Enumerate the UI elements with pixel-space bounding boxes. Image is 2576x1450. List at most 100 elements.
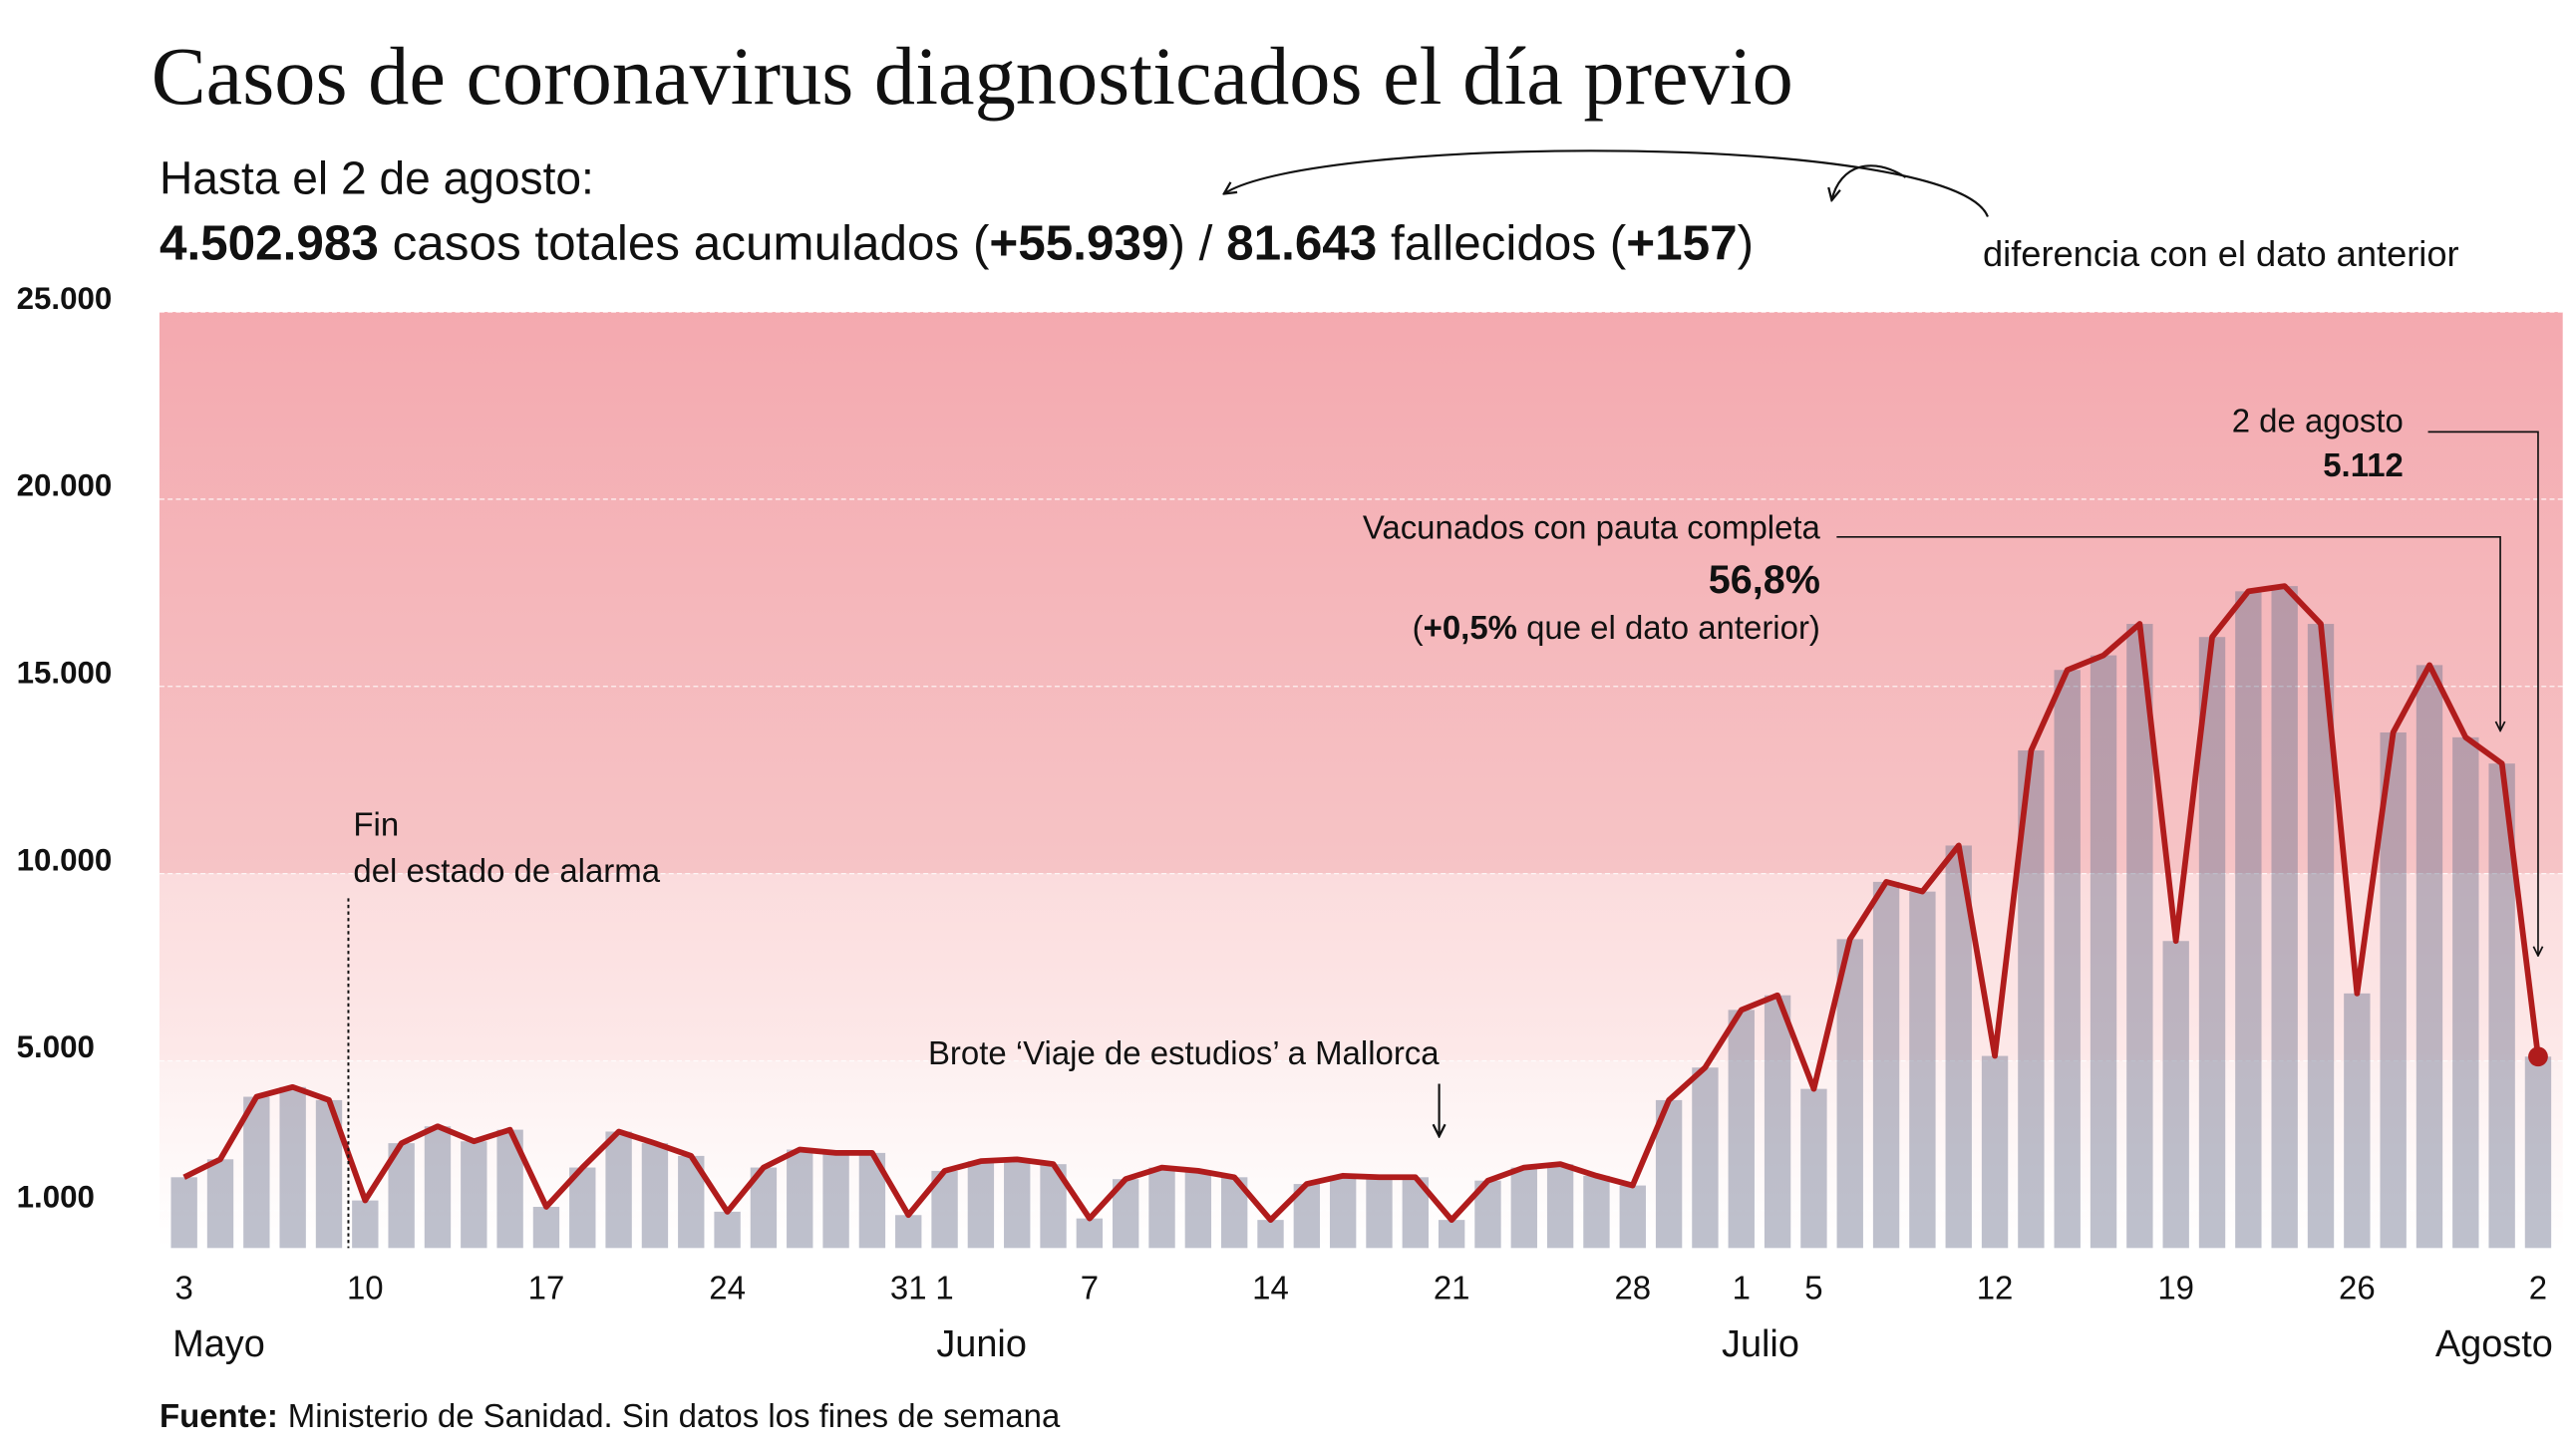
- summary: 4.502.983 casos totales acumulados (+55.…: [160, 215, 1754, 270]
- annotation: Fin: [353, 806, 399, 843]
- x-tick-label: 5: [1804, 1269, 1822, 1305]
- bar: [1764, 995, 1791, 1249]
- text-segment: ): [1738, 215, 1754, 270]
- annotation: del estado de alarma: [353, 852, 660, 889]
- x-tick-label: 26: [2339, 1269, 2376, 1305]
- bar: [714, 1211, 741, 1249]
- bar: [206, 1159, 234, 1249]
- x-tick-label: 3: [175, 1269, 193, 1305]
- bar: [2126, 624, 2153, 1249]
- background-band: [159, 312, 2563, 874]
- bar: [1728, 1010, 1755, 1249]
- bar: [1836, 939, 1863, 1249]
- text-segment: 81.643: [1226, 215, 1377, 270]
- annotation: Vacunados con pauta completa: [1363, 508, 1821, 545]
- arrow: [1831, 164, 1907, 200]
- text-segment: 4.502.983: [160, 215, 379, 270]
- x-tick-label: 2: [2529, 1269, 2547, 1305]
- text-segment: +55.939: [989, 215, 1168, 270]
- line: [182, 583, 2541, 1224]
- chart-title: Casos de coronavirus diagnosticados el d…: [152, 31, 1793, 122]
- arrow: [1224, 149, 1989, 217]
- source-text: Ministerio de Sanidad. Sin datos los fin…: [288, 1397, 1061, 1434]
- bar: [1366, 1177, 1393, 1249]
- bar: [352, 1200, 379, 1249]
- x-tick-label: 1: [1733, 1269, 1751, 1305]
- bar: [1076, 1218, 1104, 1249]
- bar: [2198, 637, 2226, 1249]
- y-tick-label: 1.000: [17, 1179, 95, 1214]
- text-segment: casos totales acumulados (: [379, 215, 990, 270]
- text-segment: fallecidos (: [1377, 215, 1626, 270]
- x-tick-label: 17: [528, 1269, 565, 1305]
- x-tick-label: 31: [890, 1269, 927, 1305]
- bar: [1184, 1170, 1212, 1249]
- x-tick-label: 21: [1434, 1269, 1470, 1305]
- source: Fuente: Ministerio de Sanidad. Sin datos …: [160, 1397, 1061, 1434]
- background-band: [159, 873, 2563, 1061]
- bar: [822, 1152, 849, 1249]
- bar: [1692, 1067, 1719, 1249]
- difference-note: diferencia con el dato anterior: [1983, 233, 2459, 274]
- bar: [2162, 941, 2189, 1249]
- bar: [1329, 1175, 1357, 1249]
- month-label: Agosto: [2435, 1323, 2553, 1365]
- bar: [461, 1141, 487, 1249]
- month-label: Mayo: [172, 1323, 265, 1365]
- bar: [1546, 1164, 1574, 1249]
- annotation-line: [2427, 431, 2538, 956]
- bar: [1148, 1167, 1175, 1249]
- bar: [2090, 655, 2117, 1249]
- text-segment: +0,5%: [1424, 609, 1517, 646]
- annotation-value: 56,8%: [1709, 558, 1820, 602]
- text-segment: que el dato anterior): [1517, 609, 1820, 646]
- background-band: [159, 1060, 2563, 1249]
- bar: [605, 1131, 632, 1249]
- annotation: (+0,5% que el dato anterior): [1413, 609, 1820, 646]
- month-label: Julio: [1722, 1323, 1799, 1365]
- text-segment: ) /: [1168, 215, 1226, 270]
- y-tick-label: 10.000: [17, 842, 113, 877]
- x-tick-label: 14: [1252, 1269, 1289, 1305]
- bar: [1909, 891, 1936, 1249]
- bar: [787, 1149, 813, 1249]
- annotation: 2 de agosto: [2232, 402, 2404, 438]
- bar: [1257, 1220, 1284, 1249]
- bar: [1872, 881, 1900, 1249]
- bar: [2235, 591, 2262, 1249]
- bar: [1004, 1159, 1031, 1249]
- source-label: Fuente:: [160, 1397, 278, 1434]
- x-tick-label: 7: [1081, 1269, 1099, 1305]
- x-tick-label: 1: [935, 1269, 953, 1305]
- bar: [2271, 586, 2298, 1249]
- y-tick-label: 5.000: [17, 1029, 95, 1064]
- bar: [279, 1086, 306, 1249]
- bar: [243, 1096, 270, 1249]
- annotation-line: [1836, 536, 2500, 730]
- bar: [1438, 1220, 1465, 1249]
- x-tick-label: 12: [1977, 1269, 2014, 1305]
- bar: [1510, 1167, 1537, 1249]
- bar: [532, 1206, 560, 1249]
- bar: [1583, 1175, 1610, 1249]
- bar: [424, 1126, 452, 1249]
- x-tick-label: 24: [709, 1269, 746, 1305]
- annotation: Brote ‘Viaje de estudios’ a Mallorca: [928, 1034, 1440, 1071]
- y-tick-label: 20.000: [17, 468, 113, 503]
- x-tick-label: 10: [347, 1269, 384, 1305]
- bar: [895, 1215, 922, 1249]
- text-segment: +157: [1626, 215, 1737, 270]
- bar: [2054, 670, 2081, 1249]
- bar: [967, 1161, 995, 1249]
- bar: [2380, 731, 2407, 1249]
- bar: [641, 1143, 669, 1249]
- bar: [2524, 1056, 2552, 1249]
- y-tick-label: 15.000: [17, 655, 113, 690]
- x-tick-label: 19: [2157, 1269, 2194, 1305]
- bar: [2415, 665, 2443, 1249]
- bar: [2344, 993, 2371, 1249]
- y-tick-label: 25.000: [17, 281, 113, 316]
- x-tick-label: 28: [1614, 1269, 1651, 1305]
- bar: [170, 1177, 197, 1249]
